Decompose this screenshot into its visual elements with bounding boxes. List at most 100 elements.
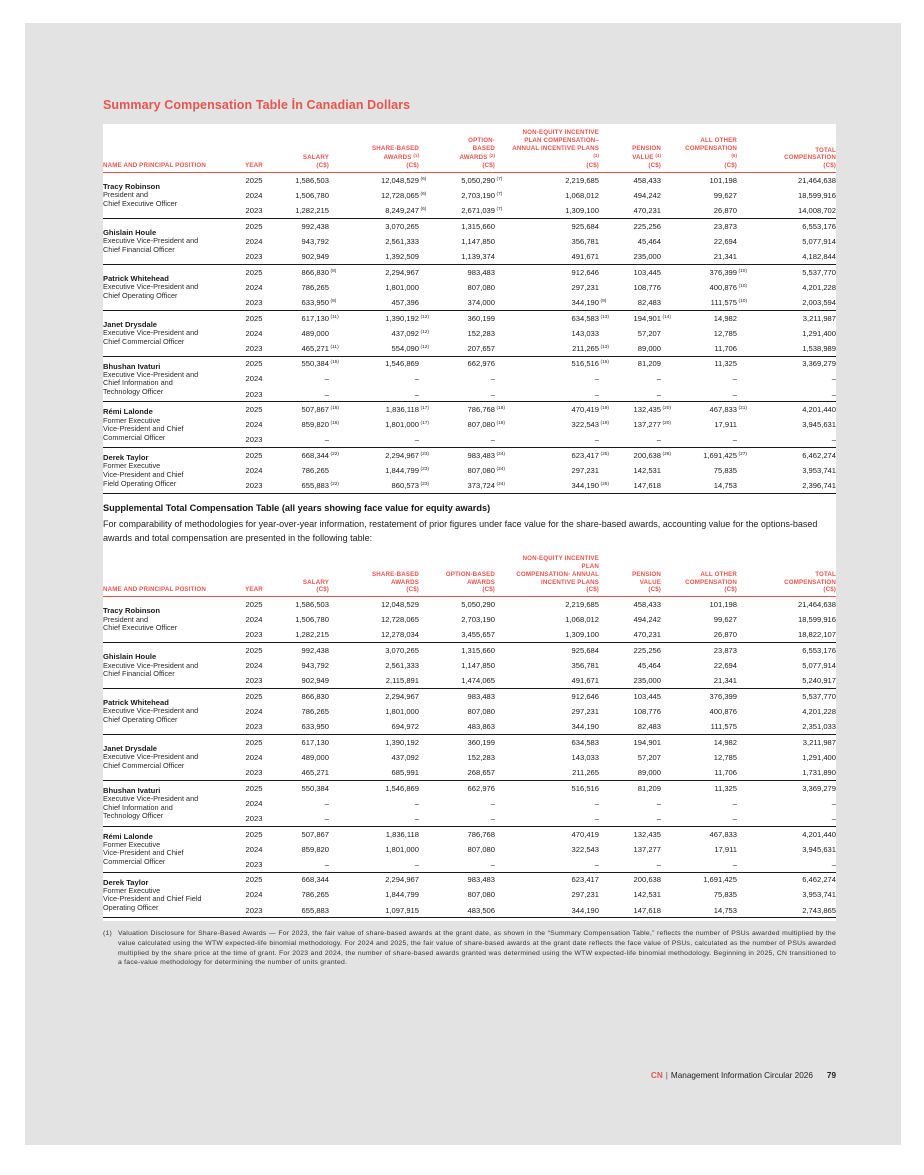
value-cell-all-other-compensation: 1,691,425 [675, 871, 751, 888]
footnote-ref: (16) [330, 406, 340, 412]
value-cell-salary: 507,867 [271, 825, 343, 842]
value-text: 5,240,917 [802, 676, 836, 686]
footnote-ref: (25) [600, 452, 610, 458]
value-cell-pension-value: 225,256 [613, 642, 675, 658]
value-cell-share-based-awards: 2,294,967 (23) [343, 447, 433, 464]
value-cell-option-based-awards: 983,483 [433, 687, 509, 704]
value-cell-option-based-awards: 360,199 [433, 309, 509, 326]
supplemental-total-compensation-table: NAME AND PRINCIPAL POSITION YEAR SALARY (C$… [103, 552, 836, 919]
value-text: 1,291,400 [802, 752, 836, 762]
value-cell-all-other-compensation: 101,198 [675, 172, 751, 187]
value-text: 360,199 [467, 313, 495, 323]
value-cell-non-equity-incentive: 470,419 [509, 825, 613, 842]
value-text: 111,575 [710, 297, 737, 307]
value-text: 5,050,290 [461, 175, 495, 185]
table-row: 2024 489,000 437,092 (12) 152,283 143,033 57,2… [103, 325, 836, 340]
value-text: 668,344 [301, 451, 329, 461]
footnote-ref: (18) [496, 406, 506, 412]
footnote-ref: (6) [420, 191, 427, 197]
value-text: 1,586,503 [295, 175, 329, 185]
value-cell-total-compensation: 18,822,107 [751, 627, 836, 642]
value-text: – [490, 859, 495, 869]
value-cell-pension-value: 142,531 [613, 463, 675, 478]
value-cell-share-based-awards: 1,844,799 (23) [343, 463, 433, 478]
value-text: 147,618 [633, 481, 661, 491]
value-cell-pension-value: 57,207 [613, 750, 675, 765]
executive-cell: Janet Drysdale Executive Vice-President a… [103, 309, 237, 357]
value-cell-share-based-awards: 12,048,529 (6) [343, 172, 433, 187]
value-text: 623,417 [571, 451, 599, 461]
value-text: 376,399 [709, 691, 737, 701]
header-line: (C$) [648, 162, 661, 170]
footnote-ref: (8) [330, 298, 337, 304]
value-text: 5,537,770 [802, 691, 836, 701]
value-text: 18,599,916 [797, 615, 836, 625]
value-text: 18,822,107 [797, 630, 836, 640]
value-cell-salary: 655,883 (22) [271, 478, 343, 493]
value-cell-salary: 465,271 [271, 765, 343, 780]
table-row: 2024 943,792 2,561,333 1,147,850 356,781 45,4… [103, 234, 836, 249]
year-cell: 2024 [245, 890, 263, 900]
table-row: 2023 655,883 (22) 860,573 (23) 373,724 (24) 344… [103, 478, 836, 493]
header-line: AWARDS (1) [383, 153, 419, 162]
column-header-non-equity-incentive: NON-EQUITY INCENTIVE PLAN COMPENSATION- A… [509, 552, 613, 598]
header-line: (C$) [406, 586, 419, 594]
executive-position: Vice-President and Chief [103, 424, 184, 434]
value-cell-non-equity-incentive: 623,417 [509, 871, 613, 888]
year-cell: 2024 [245, 752, 263, 762]
footnote-ref: (7) [496, 206, 503, 212]
value-cell-all-other-compensation: 23,873 [675, 217, 751, 234]
value-text: 194,901 [633, 737, 661, 747]
footnote-ref: (11) [330, 314, 339, 320]
value-text: 89,000 [637, 343, 661, 353]
value-text: 344,190 [571, 297, 599, 307]
value-text: 859,820 [301, 420, 329, 430]
year-cell: 2023 [245, 630, 263, 640]
value-text: 11,325 [714, 783, 737, 793]
footnote-ref: (17) [420, 421, 430, 427]
value-cell-share-based-awards: 3,070,265 [343, 642, 433, 658]
value-cell-option-based-awards: 483,863 [433, 719, 509, 734]
table-row: 2024 1,506,780 12,728,065 (6) 2,703,190 (7) 1,… [103, 188, 836, 203]
value-cell-non-equity-incentive: 297,231 [509, 887, 613, 902]
value-text: 494,242 [633, 190, 661, 200]
executive-position: Executive Vice-President and [103, 706, 199, 716]
column-header-all-other-compensation: ALL OTHER COMPENSATION (C$) [675, 552, 751, 598]
value-text: 81,209 [637, 359, 661, 369]
header-line: OPTION-BASED [445, 570, 495, 578]
value-text: 992,438 [301, 645, 329, 655]
year-cell: 2024 [245, 374, 263, 384]
value-text: 807,080 [467, 890, 495, 900]
column-header-share-based-awards: SHARE-BASED AWARDS (1) (C$) [343, 126, 433, 173]
header-line: YEAR [245, 586, 263, 594]
value-text: – [594, 435, 599, 445]
value-cell-option-based-awards: 786,768 (18) [433, 401, 509, 418]
year-cell: 2024 [245, 798, 263, 808]
value-text: 142,531 [633, 466, 661, 476]
value-text: 373,724 [467, 481, 495, 491]
value-text: 356,781 [571, 236, 599, 246]
value-cell-share-based-awards: 3,070,265 [343, 217, 433, 234]
executive-name: Derek Taylor [103, 453, 149, 463]
value-text: 89,000 [637, 767, 661, 777]
value-text: 2,294,967 [385, 875, 419, 885]
value-cell-total-compensation: 21,464,638 [751, 597, 836, 612]
footnote-ref: (17) [420, 406, 430, 412]
value-text: – [732, 374, 737, 384]
executive-position: Chief Information and [103, 378, 173, 388]
value-text: 2,743,865 [802, 905, 836, 915]
value-text: 57,207 [637, 328, 661, 338]
value-cell-total-compensation: – [751, 796, 836, 811]
value-text: 437,092 [391, 752, 419, 762]
value-text: 14,982 [713, 313, 737, 323]
year-cell: 2024 [245, 190, 263, 200]
value-text: 5,077,914 [802, 661, 836, 671]
table-row: 2024 – – – – – – – [103, 371, 836, 386]
value-cell-pension-value: 82,483 [613, 295, 675, 310]
value-text: – [732, 389, 737, 399]
value-text: 2,351,033 [802, 721, 836, 731]
executive-position: Chief Commercial Officer [103, 336, 185, 346]
column-header-non-equity-incentive: NON-EQUITY INCENTIVE PLAN COMPENSATION– AN… [509, 126, 613, 173]
value-text: 23,873 [713, 645, 737, 655]
header-line: PLAN COMPENSATION– [524, 136, 599, 144]
